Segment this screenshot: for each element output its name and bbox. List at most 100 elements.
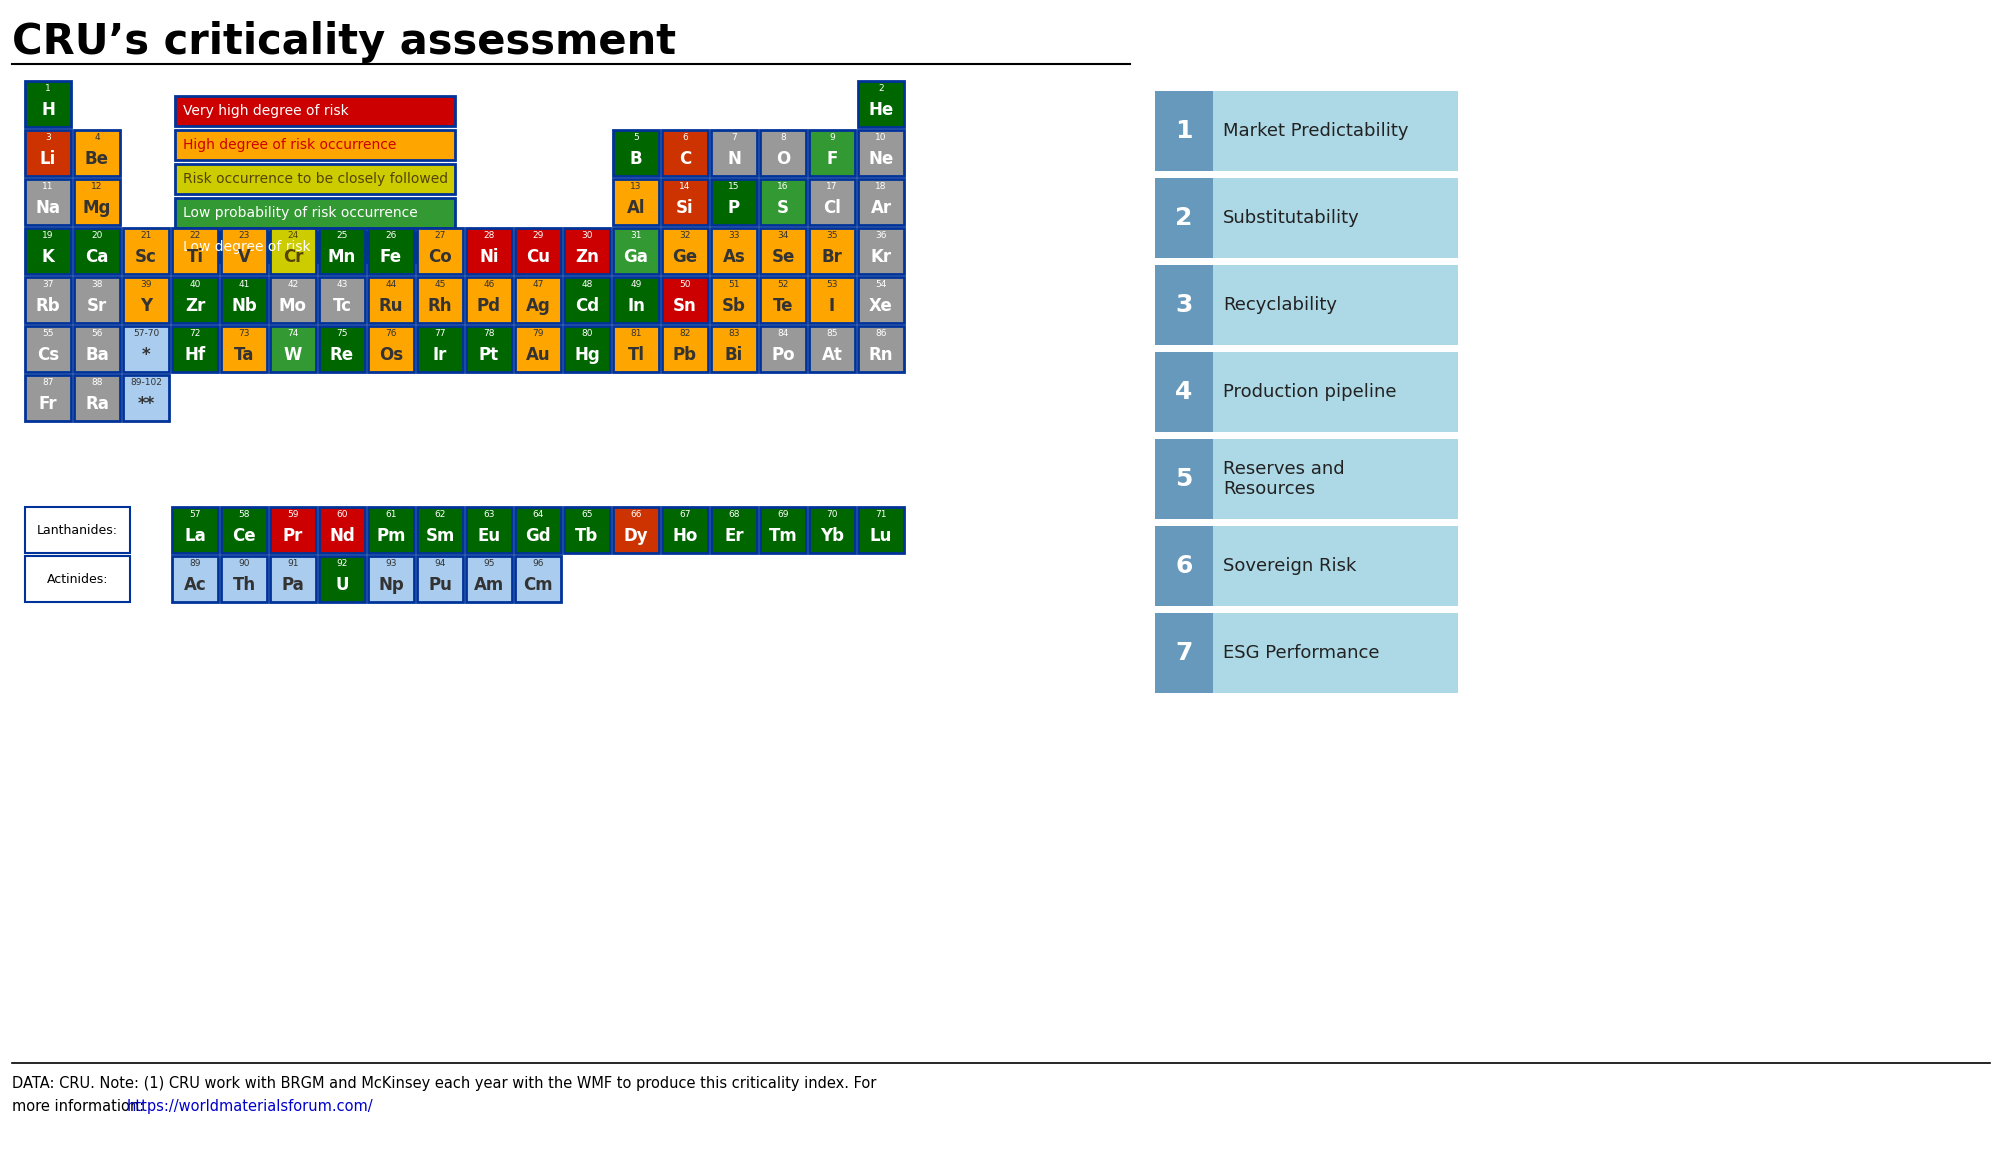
Text: 54: 54 <box>874 280 886 289</box>
Text: Ne: Ne <box>868 150 892 168</box>
FancyBboxPatch shape <box>614 508 660 554</box>
Text: 38: 38 <box>90 280 102 289</box>
Text: 25: 25 <box>337 231 347 241</box>
Text: La: La <box>184 527 207 544</box>
Text: 35: 35 <box>826 231 838 241</box>
Text: Ce: Ce <box>233 527 257 544</box>
Text: Nb: Nb <box>231 297 257 314</box>
Text: 61: 61 <box>385 510 397 519</box>
Text: Lu: Lu <box>870 527 892 544</box>
Text: Pm: Pm <box>377 527 405 544</box>
Text: Ag: Ag <box>525 297 549 314</box>
Text: I: I <box>828 297 834 314</box>
Text: Cu: Cu <box>525 247 549 266</box>
FancyBboxPatch shape <box>172 556 219 602</box>
Text: 58: 58 <box>239 510 251 519</box>
Text: 1: 1 <box>1175 119 1193 143</box>
FancyBboxPatch shape <box>858 180 904 224</box>
Text: Pb: Pb <box>672 345 696 364</box>
FancyBboxPatch shape <box>74 130 120 176</box>
Text: 49: 49 <box>630 280 642 289</box>
FancyBboxPatch shape <box>515 228 561 274</box>
Text: Sb: Sb <box>722 297 746 314</box>
FancyBboxPatch shape <box>221 326 267 372</box>
FancyBboxPatch shape <box>563 508 610 554</box>
Text: Al: Al <box>626 198 646 216</box>
FancyBboxPatch shape <box>614 180 660 224</box>
Text: 85: 85 <box>826 329 838 338</box>
Text: 73: 73 <box>239 329 251 338</box>
Text: 71: 71 <box>874 510 886 519</box>
Text: Rn: Rn <box>868 345 892 364</box>
Text: Tl: Tl <box>628 345 644 364</box>
FancyBboxPatch shape <box>172 277 219 323</box>
Text: 40: 40 <box>188 280 200 289</box>
Text: P: P <box>728 198 740 216</box>
Text: 51: 51 <box>728 280 740 289</box>
Text: Ga: Ga <box>624 247 648 266</box>
FancyBboxPatch shape <box>174 130 455 160</box>
Text: Cd: Cd <box>575 297 599 314</box>
FancyBboxPatch shape <box>465 326 511 372</box>
FancyBboxPatch shape <box>662 277 708 323</box>
FancyBboxPatch shape <box>760 508 806 554</box>
FancyBboxPatch shape <box>760 277 806 323</box>
FancyBboxPatch shape <box>1155 352 1213 432</box>
Text: At: At <box>822 345 842 364</box>
Text: 82: 82 <box>680 329 690 338</box>
FancyBboxPatch shape <box>614 277 660 323</box>
Text: 57: 57 <box>188 510 200 519</box>
Text: 3: 3 <box>1175 294 1193 317</box>
FancyBboxPatch shape <box>417 508 463 554</box>
Text: 69: 69 <box>776 510 788 519</box>
Text: 84: 84 <box>776 329 788 338</box>
Text: Cl: Cl <box>822 198 840 216</box>
FancyBboxPatch shape <box>808 180 854 224</box>
FancyBboxPatch shape <box>760 326 806 372</box>
FancyBboxPatch shape <box>271 228 317 274</box>
FancyBboxPatch shape <box>1213 91 1458 171</box>
FancyBboxPatch shape <box>319 556 365 602</box>
FancyBboxPatch shape <box>1213 265 1458 345</box>
FancyBboxPatch shape <box>760 228 806 274</box>
Text: 14: 14 <box>680 182 690 191</box>
FancyBboxPatch shape <box>174 163 455 195</box>
Text: 93: 93 <box>385 559 397 569</box>
Text: 29: 29 <box>531 231 543 241</box>
Text: 5: 5 <box>634 134 638 142</box>
Text: CRU’s criticality assessment: CRU’s criticality assessment <box>12 21 676 63</box>
FancyBboxPatch shape <box>515 508 561 554</box>
Text: Po: Po <box>770 345 794 364</box>
Text: Ra: Ra <box>84 395 108 412</box>
Text: 46: 46 <box>483 280 495 289</box>
Text: https://worldmaterialsforum.com/: https://worldmaterialsforum.com/ <box>126 1099 373 1114</box>
FancyBboxPatch shape <box>319 228 365 274</box>
FancyBboxPatch shape <box>710 326 756 372</box>
Text: 34: 34 <box>776 231 788 241</box>
Text: S: S <box>776 198 788 216</box>
Text: 62: 62 <box>435 510 445 519</box>
Text: 11: 11 <box>42 182 54 191</box>
Text: 10: 10 <box>874 134 886 142</box>
FancyBboxPatch shape <box>662 228 708 274</box>
Text: 5: 5 <box>1175 467 1193 491</box>
Text: Am: Am <box>473 576 503 594</box>
Text: **: ** <box>136 395 154 412</box>
Text: Tm: Tm <box>768 527 796 544</box>
Text: 65: 65 <box>581 510 591 519</box>
Text: N: N <box>726 150 740 168</box>
Text: In: In <box>628 297 646 314</box>
Text: 33: 33 <box>728 231 740 241</box>
Text: B: B <box>630 150 642 168</box>
FancyBboxPatch shape <box>465 277 511 323</box>
Text: Na: Na <box>36 198 60 216</box>
Text: Ni: Ni <box>479 247 499 266</box>
FancyBboxPatch shape <box>465 556 511 602</box>
Text: 36: 36 <box>874 231 886 241</box>
FancyBboxPatch shape <box>1213 178 1458 258</box>
Text: Sr: Sr <box>86 297 106 314</box>
FancyBboxPatch shape <box>122 326 168 372</box>
Text: Risk occurrence to be closely followed: Risk occurrence to be closely followed <box>182 171 447 186</box>
FancyBboxPatch shape <box>417 228 463 274</box>
Text: 94: 94 <box>435 559 445 569</box>
